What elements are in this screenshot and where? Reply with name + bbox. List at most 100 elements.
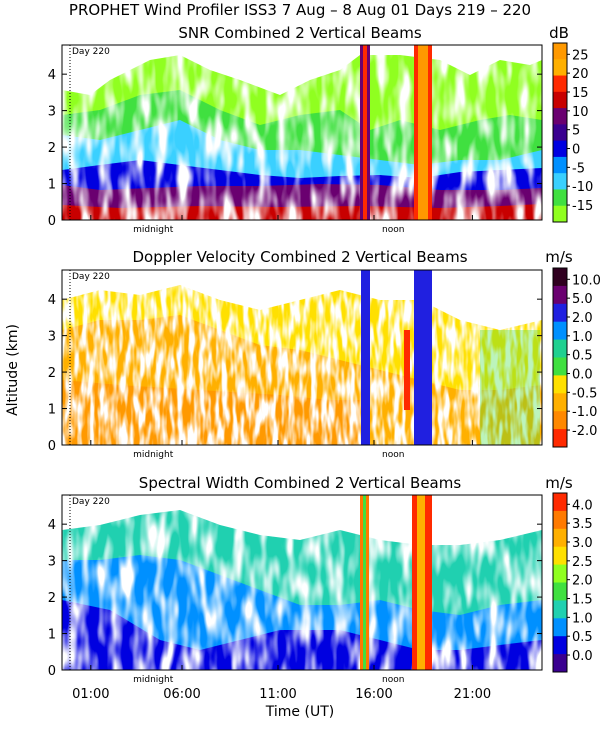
snr-noise-overlay: [62, 45, 542, 220]
velocity-colorbar-label: 0.0: [572, 368, 593, 383]
snr-ytick-label: 3: [48, 105, 56, 120]
velocity-ytick-label: 2: [48, 366, 56, 381]
velocity-colorbar-frame: [552, 267, 568, 448]
snr-precip-band-1-core: [363, 45, 367, 220]
width-colorbar-segment: [553, 636, 567, 655]
velocity-colorbar-segment: [553, 429, 567, 448]
width-colorbar-label: 2.5: [572, 555, 593, 570]
velocity-colorbar-label: -2.0: [572, 424, 597, 439]
velocity-panel: Doppler Velocity Combined 2 Vertical Bea…: [48, 248, 600, 460]
snr-ytick-label: 0: [48, 214, 56, 229]
width-day-marker-label: Day 220: [72, 497, 110, 507]
velocity-colorbar-segment: [553, 285, 567, 305]
width-colorbar-label: 0.5: [572, 630, 593, 645]
snr-colorbar-label: 25: [572, 48, 589, 63]
width-unit-label: m/s: [545, 474, 573, 492]
snr-ytick-label: 4: [48, 68, 56, 83]
snr-colorbar-segment: [553, 205, 567, 223]
velocity-colorbar-segment: [553, 357, 567, 376]
velocity-colorbar-label: 5.0: [572, 292, 593, 307]
snr-panel-title: SNR Combined 2 Vertical Beams: [178, 24, 421, 42]
width-colorbar-label: 3.5: [572, 517, 593, 532]
velocity-colorbar-label: 0.5: [572, 349, 593, 364]
snr-colorbar-segment: [553, 156, 567, 174]
width-xtick-label: 06:00: [163, 687, 200, 702]
velocity-colorbar-label: -1.0: [572, 405, 597, 420]
width-xtick-label: 16:00: [355, 687, 392, 702]
velocity-ytick-label: 0: [48, 439, 56, 454]
snr-day-marker-label: Day 220: [72, 47, 110, 57]
width-colorbar-segment: [553, 654, 567, 673]
velocity-colorbar-label: 2.0: [572, 311, 593, 326]
velocity-ytick-label: 1: [48, 403, 56, 418]
velocity-heatmap: [62, 270, 542, 445]
width-colorbar-label: 4.0: [572, 498, 593, 513]
velocity-precip-band-2: [414, 270, 432, 445]
snr-colorbar-segment: [553, 140, 567, 158]
snr-unit-label: dB: [549, 24, 569, 42]
width-xtick-label: 01:00: [72, 687, 109, 702]
velocity-colorbar-segment: [553, 393, 567, 412]
width-ytick-label: 4: [48, 518, 56, 533]
width-colorbar-segment: [553, 564, 567, 583]
width-precip-band-2-core: [417, 495, 425, 670]
x-axis-label: Time (UT): [265, 704, 334, 720]
snr-midnight-label: midnight: [133, 225, 174, 235]
width-colorbar-segment: [553, 528, 567, 548]
snr-frame: [61, 44, 543, 221]
snr-colorbar-segment: [553, 75, 567, 93]
snr-colorbar-label: 20: [572, 67, 589, 82]
snr-noon-label: noon: [382, 225, 404, 235]
velocity-colorbar-label: 10.0: [572, 273, 600, 288]
width-colorbar-segment: [553, 493, 567, 512]
width-colorbar-frame: [552, 492, 568, 673]
velocity-unit-label: m/s: [545, 248, 573, 266]
width-colorbar-segment: [553, 510, 567, 530]
snr-panel: SNR Combined 2 Vertical Beams dB Day 220…: [48, 24, 594, 235]
snr-colorbar-segment: [553, 124, 567, 142]
snr-colorbar-label: 15: [572, 86, 589, 101]
width-frame: [61, 494, 543, 671]
width-colorbar-label: 2.0: [572, 574, 593, 589]
velocity-day-marker-label: Day 220: [72, 272, 110, 282]
velocity-colorbar-segment: [553, 375, 567, 394]
width-colorbar-label: 1.5: [572, 593, 593, 608]
snr-colorbar-frame: [552, 42, 568, 223]
width-heatmap: [62, 495, 542, 670]
width-panel-title: Spectral Width Combined 2 Vertical Beams: [139, 474, 462, 492]
velocity-midnight-label: midnight: [133, 450, 174, 460]
velocity-panel-title: Doppler Velocity Combined 2 Vertical Bea…: [132, 248, 467, 266]
width-midnight-label: midnight: [133, 675, 174, 685]
snr-colorbar-label: -15: [572, 199, 593, 214]
velocity-green-band: [480, 330, 540, 445]
width-colorbar-segment: [553, 618, 567, 637]
width-xtick-label: 21:00: [454, 687, 491, 702]
snr-colorbar-segment: [553, 189, 567, 207]
width-ytick-label: 3: [48, 555, 56, 570]
velocity-ytick-label: 4: [48, 293, 56, 308]
snr-colorbar-label: 5: [572, 124, 580, 139]
width-ytick-label: 0: [48, 664, 56, 679]
width-panel: Spectral Width Combined 2 Vertical Beams…: [48, 474, 593, 702]
snr-colorbar-label: 0: [572, 143, 580, 158]
snr-colorbar-segment: [553, 59, 567, 77]
width-colorbar-segment: [553, 600, 567, 619]
snr-colorbar-segment: [553, 91, 567, 109]
velocity-colorbar-segment: [553, 339, 567, 358]
velocity-noise-overlay: [62, 270, 542, 445]
y-axis-label: Altitude (km): [5, 324, 21, 416]
snr-colorbar-segment: [553, 173, 567, 190]
velocity-colorbar-segment: [553, 303, 567, 323]
snr-colorbar-segment: [553, 108, 567, 125]
figure-title: PROPHET Wind Profiler ISS3 7 Aug – 8 Aug…: [69, 1, 531, 19]
velocity-colorbar-label: 1.0: [572, 330, 593, 345]
velocity-colorbar-segment: [553, 321, 567, 341]
velocity-precip-band-1: [361, 270, 370, 445]
width-colorbar-label: 3.0: [572, 536, 593, 551]
width-colorbar-segment: [553, 546, 567, 566]
velocity-ytick-label: 3: [48, 330, 56, 345]
width-colorbar-label: 0.0: [572, 649, 593, 664]
velocity-frame: [61, 269, 543, 446]
snr-ytick-label: 2: [48, 141, 56, 156]
